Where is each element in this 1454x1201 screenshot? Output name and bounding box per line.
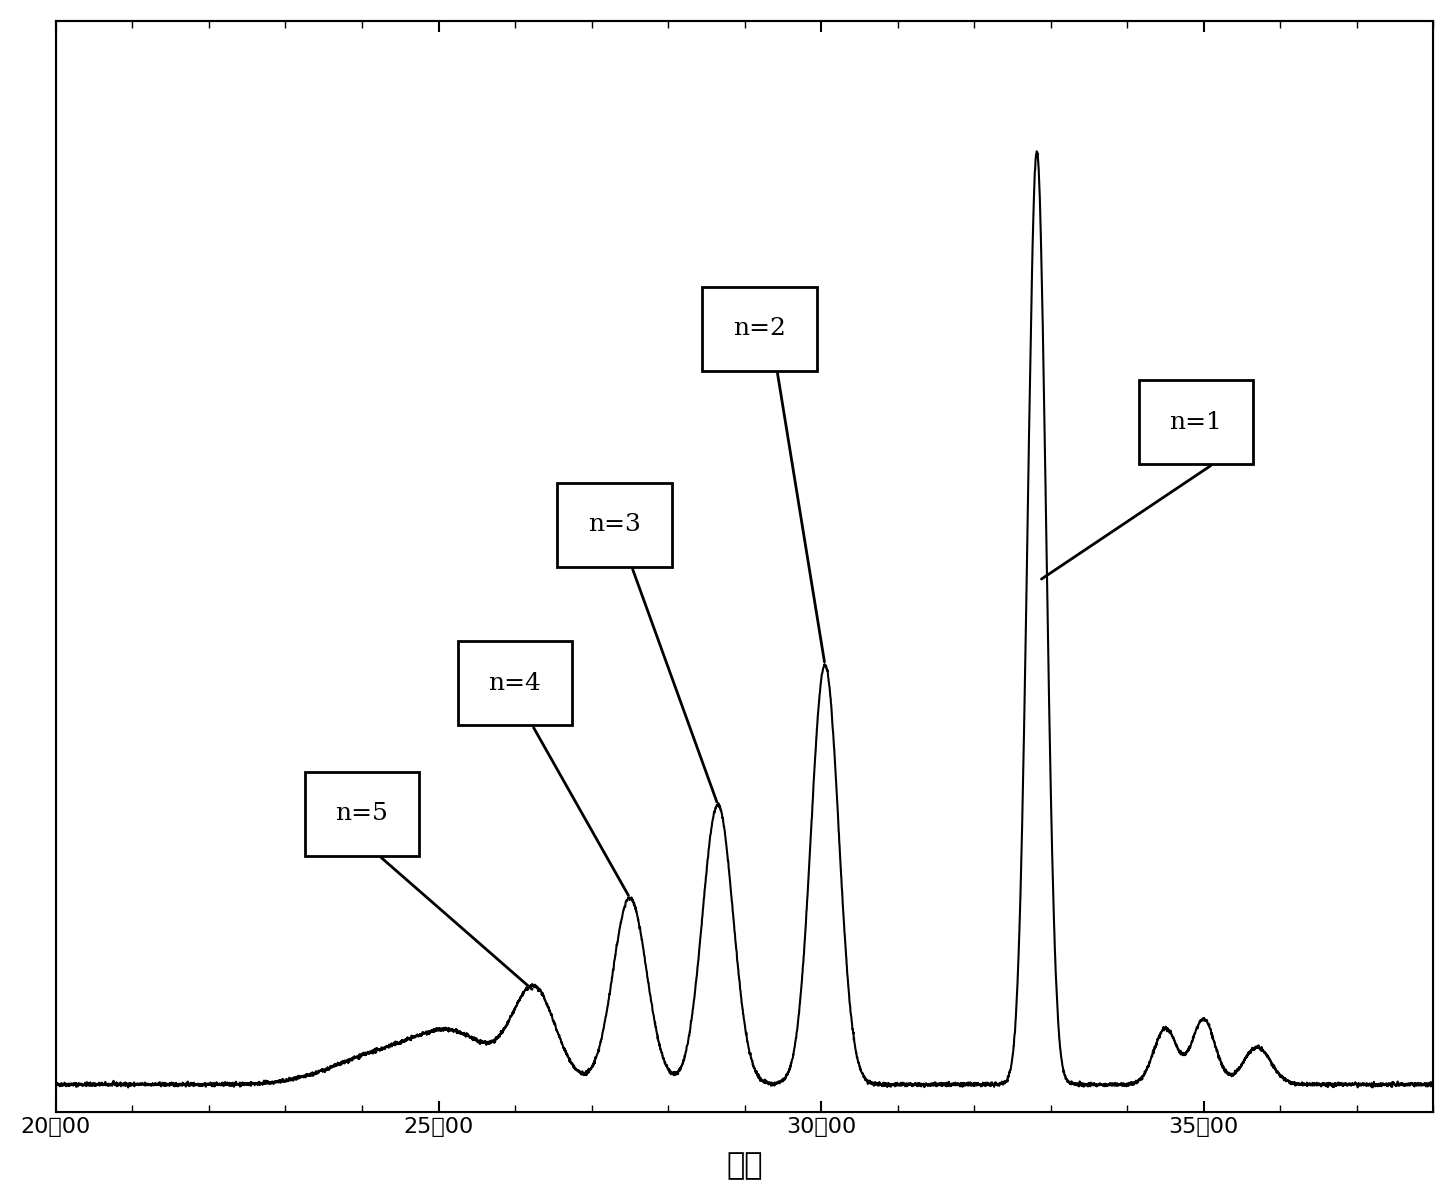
Text: n=1: n=1 [1169, 411, 1223, 434]
FancyBboxPatch shape [458, 641, 573, 725]
FancyBboxPatch shape [702, 287, 817, 371]
Text: n=4: n=4 [489, 671, 541, 694]
FancyBboxPatch shape [1138, 380, 1253, 464]
FancyBboxPatch shape [305, 772, 419, 856]
Text: n=2: n=2 [733, 317, 787, 340]
Text: n=5: n=5 [336, 802, 388, 825]
FancyBboxPatch shape [557, 483, 672, 567]
X-axis label: 分钟: 分钟 [727, 1152, 763, 1181]
Text: n=3: n=3 [587, 513, 641, 536]
